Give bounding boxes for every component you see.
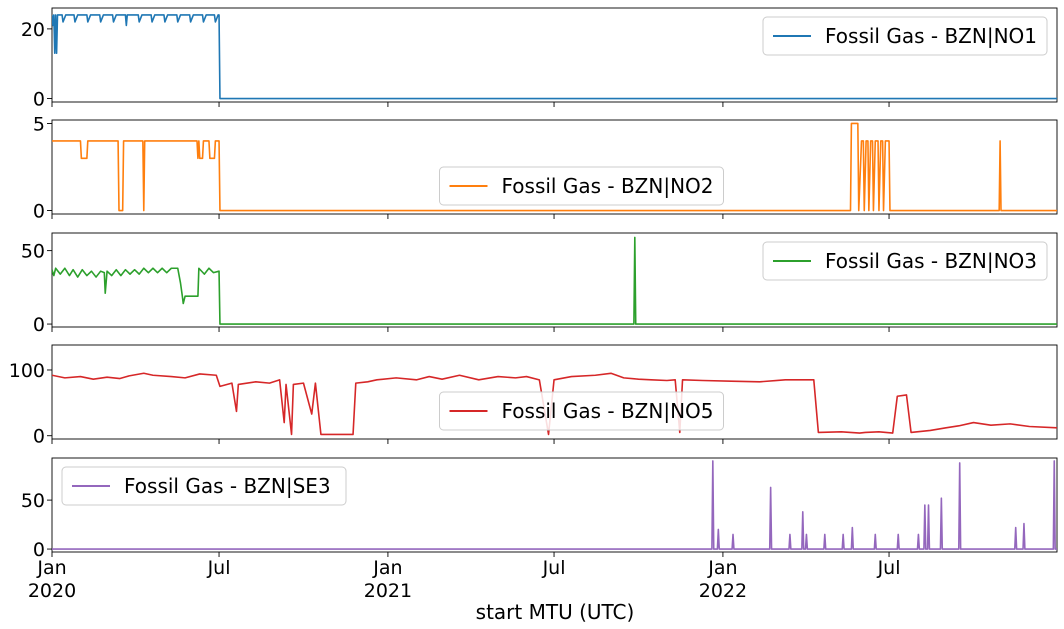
plot-frame [51, 344, 1058, 440]
legend-label: Fossil Gas - BZN|NO2 [502, 174, 714, 198]
y-tick-label: 5 [33, 113, 45, 135]
x-tick-label: Jan [372, 557, 402, 579]
legend-label: Fossil Gas - BZN|SE3 [124, 474, 331, 498]
chart-panel-4: 0 100 Fossil Gas - BZN|NO5 [9, 344, 1058, 448]
y-tick-label: 20 [21, 19, 45, 41]
x-tick-year-label: 2021 [364, 580, 412, 602]
y-tick-label: 0 [33, 426, 45, 448]
legend: Fossil Gas - BZN|NO5 [439, 391, 724, 431]
chart-panel-3: 0 50 Fossil Gas - BZN|NO3 [21, 232, 1058, 336]
series-line [52, 460, 1057, 550]
legend: Fossil Gas - BZN|SE3 [61, 466, 347, 506]
y-tick-label: 50 [21, 241, 45, 263]
y-tick-label: 0 [33, 89, 45, 111]
series-line [52, 236, 1057, 325]
x-tick-label: Jul [542, 557, 566, 579]
y-tick-label: 0 [33, 314, 45, 336]
y-tick-label: 100 [9, 360, 45, 382]
legend-box [439, 166, 724, 206]
series-line [52, 122, 1057, 212]
series-line [52, 372, 1057, 436]
x-tick-label: Jan [707, 557, 737, 579]
legend-box [439, 391, 724, 431]
legend-label: Fossil Gas - BZN|NO3 [825, 249, 1037, 273]
x-tick-label: Jul [877, 557, 901, 579]
x-axis-label: start MTU (UTC) [476, 600, 635, 624]
x-tick-label: Jan [36, 557, 66, 579]
x-tick-year-label: 2022 [699, 580, 747, 602]
chart-panel-5: 0 50 Fossil Gas - BZN|SE3 [21, 457, 1058, 561]
legend-label: Fossil Gas - BZN|NO5 [502, 399, 714, 423]
chart-panel-2: 0 5 Fossil Gas - BZN|NO2 [33, 113, 1058, 223]
plot-frame [51, 119, 1058, 215]
y-tick-label: 0 [33, 201, 45, 223]
x-tick-label: Jul [207, 557, 231, 579]
plot-frame [51, 457, 1058, 553]
legend-label: Fossil Gas - BZN|NO1 [825, 24, 1037, 48]
chart-panel-1: 0 20 Fossil Gas - BZN|NO1 [21, 7, 1058, 111]
plot-frame [51, 7, 1058, 103]
legend-box [61, 466, 347, 506]
legend-box [762, 241, 1048, 281]
y-tick-label: 0 [33, 539, 45, 561]
legend: Fossil Gas - BZN|NO1 [762, 16, 1048, 56]
series-line [52, 14, 1057, 100]
x-tick-year-label: 2020 [28, 580, 76, 602]
legend: Fossil Gas - BZN|NO3 [762, 241, 1048, 281]
legend-box [762, 16, 1048, 56]
legend: Fossil Gas - BZN|NO2 [439, 166, 724, 206]
y-tick-label: 50 [21, 490, 45, 512]
plot-frame [51, 232, 1058, 328]
